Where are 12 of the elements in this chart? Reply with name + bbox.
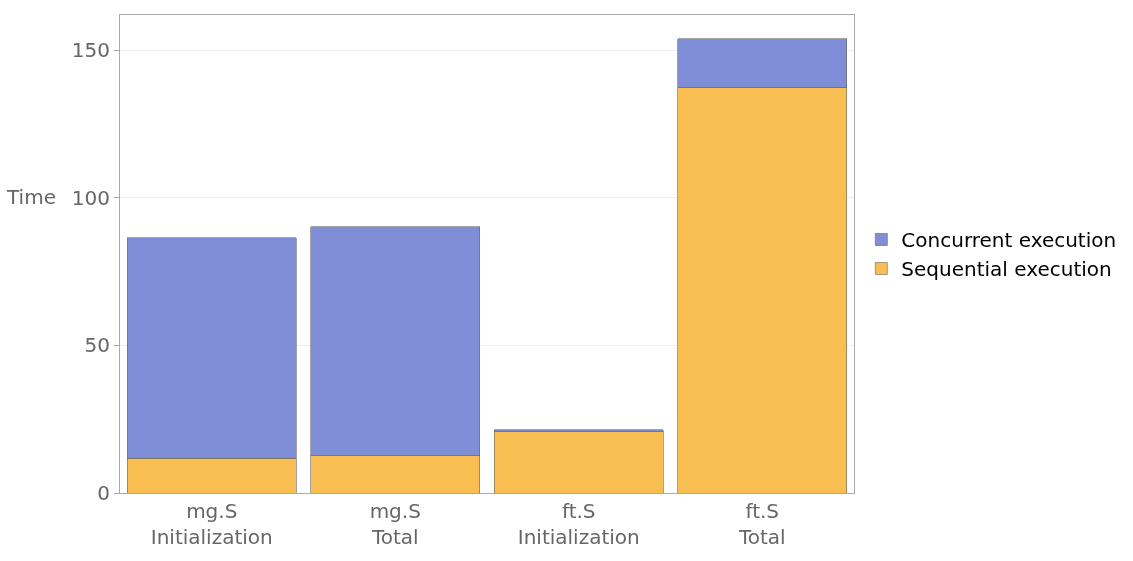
x-tick-label: mg.S Initialization [150,499,273,549]
x-tick-label: ft.S Total [737,499,786,549]
y-tick-label: 100 [71,185,110,210]
x-tick-label: ft.S Initialization [517,499,640,549]
y-tick-label: 0 [97,481,110,505]
y-tick-label: 150 [71,38,110,63]
y-tick-label: 50 [84,333,110,358]
legend-label: Sequential execution [901,257,1112,282]
x-tick-label: mg.S Total [369,499,421,549]
y-axis-title: Time [6,185,56,209]
bar [494,431,664,493]
legend-label: Concurrent execution [901,228,1117,253]
